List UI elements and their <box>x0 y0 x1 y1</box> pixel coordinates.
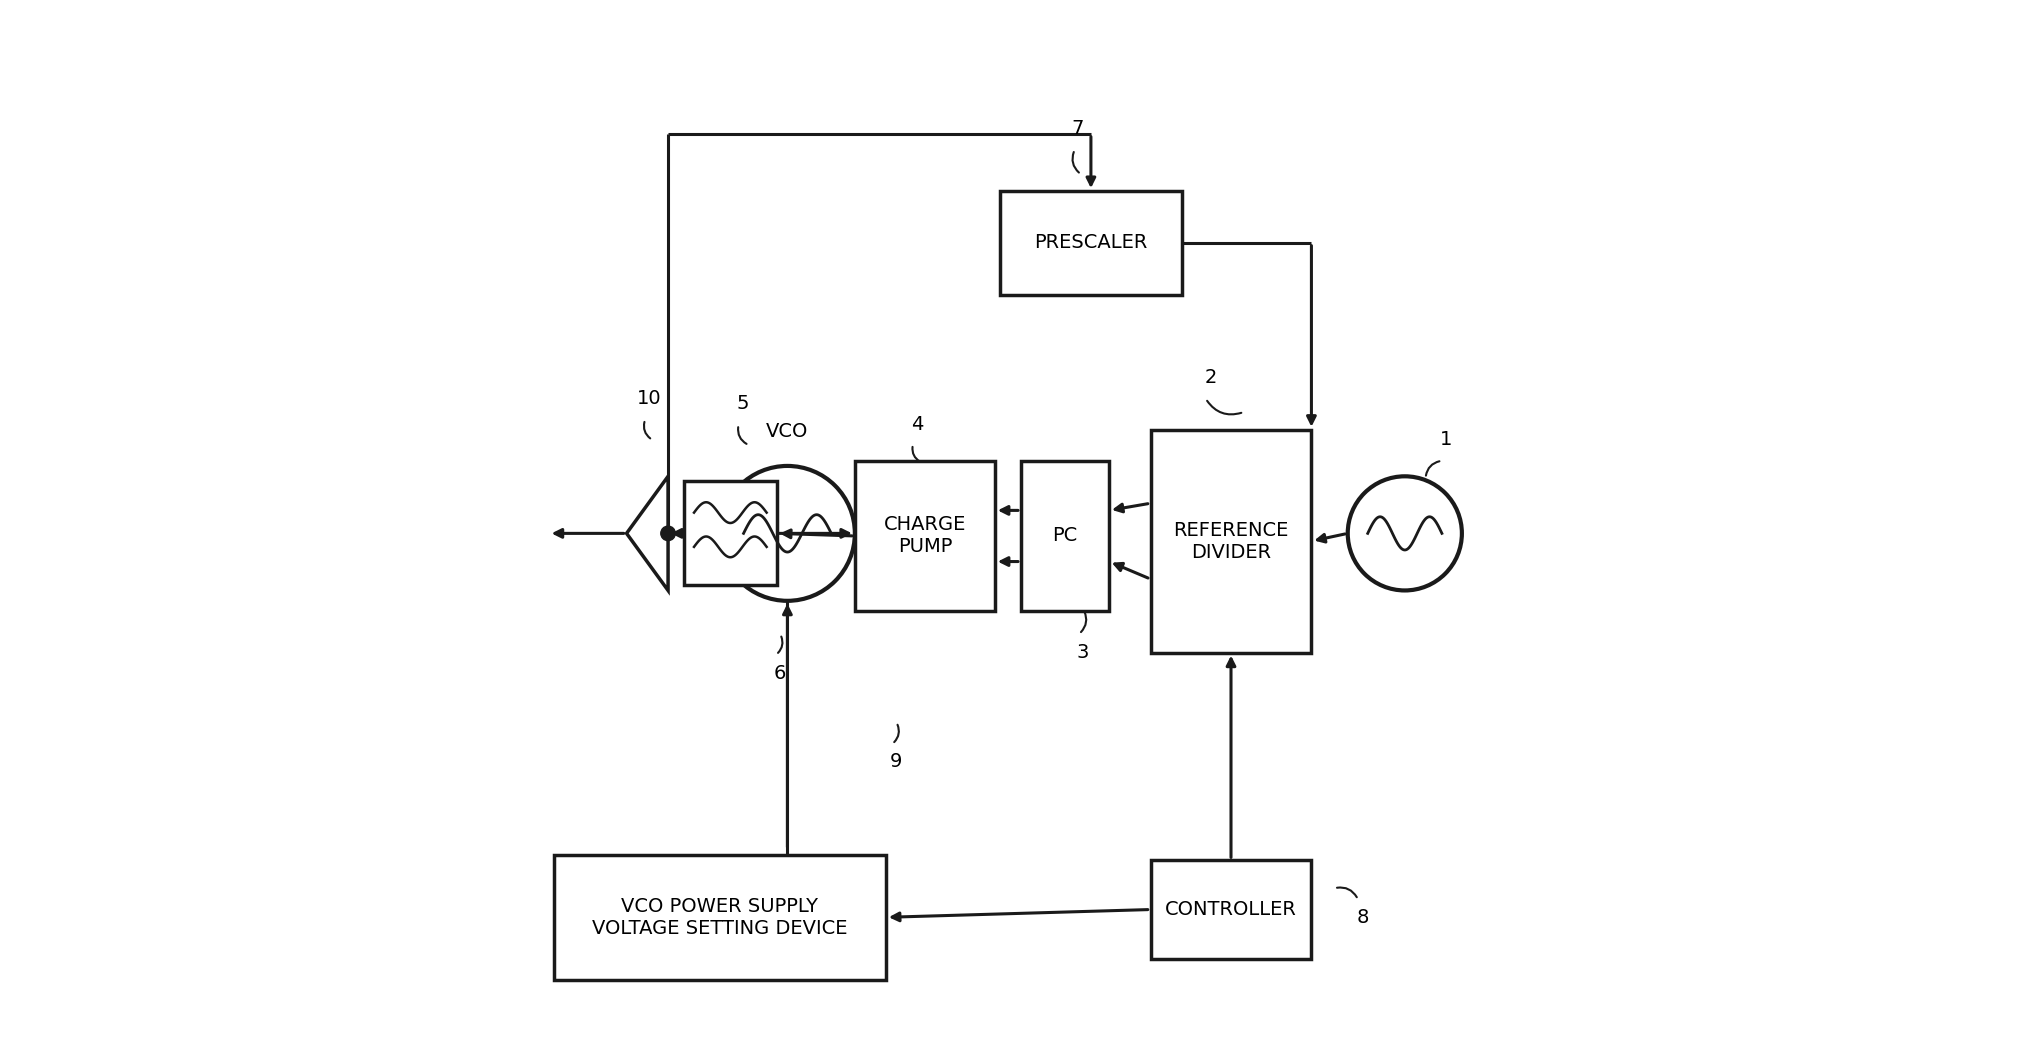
Text: 6: 6 <box>774 664 786 683</box>
Text: VCO POWER SUPPLY
VOLTAGE SETTING DEVICE: VCO POWER SUPPLY VOLTAGE SETTING DEVICE <box>592 896 847 938</box>
FancyBboxPatch shape <box>855 460 994 611</box>
Text: VCO: VCO <box>766 423 808 441</box>
Text: 3: 3 <box>1077 643 1089 662</box>
FancyBboxPatch shape <box>1000 191 1182 295</box>
Text: 1: 1 <box>1441 431 1453 450</box>
Text: 8: 8 <box>1358 908 1370 927</box>
FancyBboxPatch shape <box>554 855 885 979</box>
FancyBboxPatch shape <box>1150 430 1312 653</box>
Text: 5: 5 <box>736 394 750 413</box>
Text: 9: 9 <box>889 752 903 771</box>
Text: PC: PC <box>1053 526 1077 545</box>
Text: 10: 10 <box>637 389 661 408</box>
Text: REFERENCE
DIVIDER: REFERENCE DIVIDER <box>1174 521 1289 562</box>
FancyBboxPatch shape <box>683 481 776 586</box>
Text: CHARGE
PUMP: CHARGE PUMP <box>883 516 966 556</box>
Circle shape <box>661 526 675 541</box>
Text: 7: 7 <box>1071 119 1083 138</box>
Text: 4: 4 <box>911 415 924 434</box>
FancyBboxPatch shape <box>1021 460 1110 611</box>
Text: CONTROLLER: CONTROLLER <box>1164 900 1297 919</box>
Text: 2: 2 <box>1205 368 1217 387</box>
FancyBboxPatch shape <box>1150 860 1312 959</box>
Text: PRESCALER: PRESCALER <box>1035 233 1148 252</box>
